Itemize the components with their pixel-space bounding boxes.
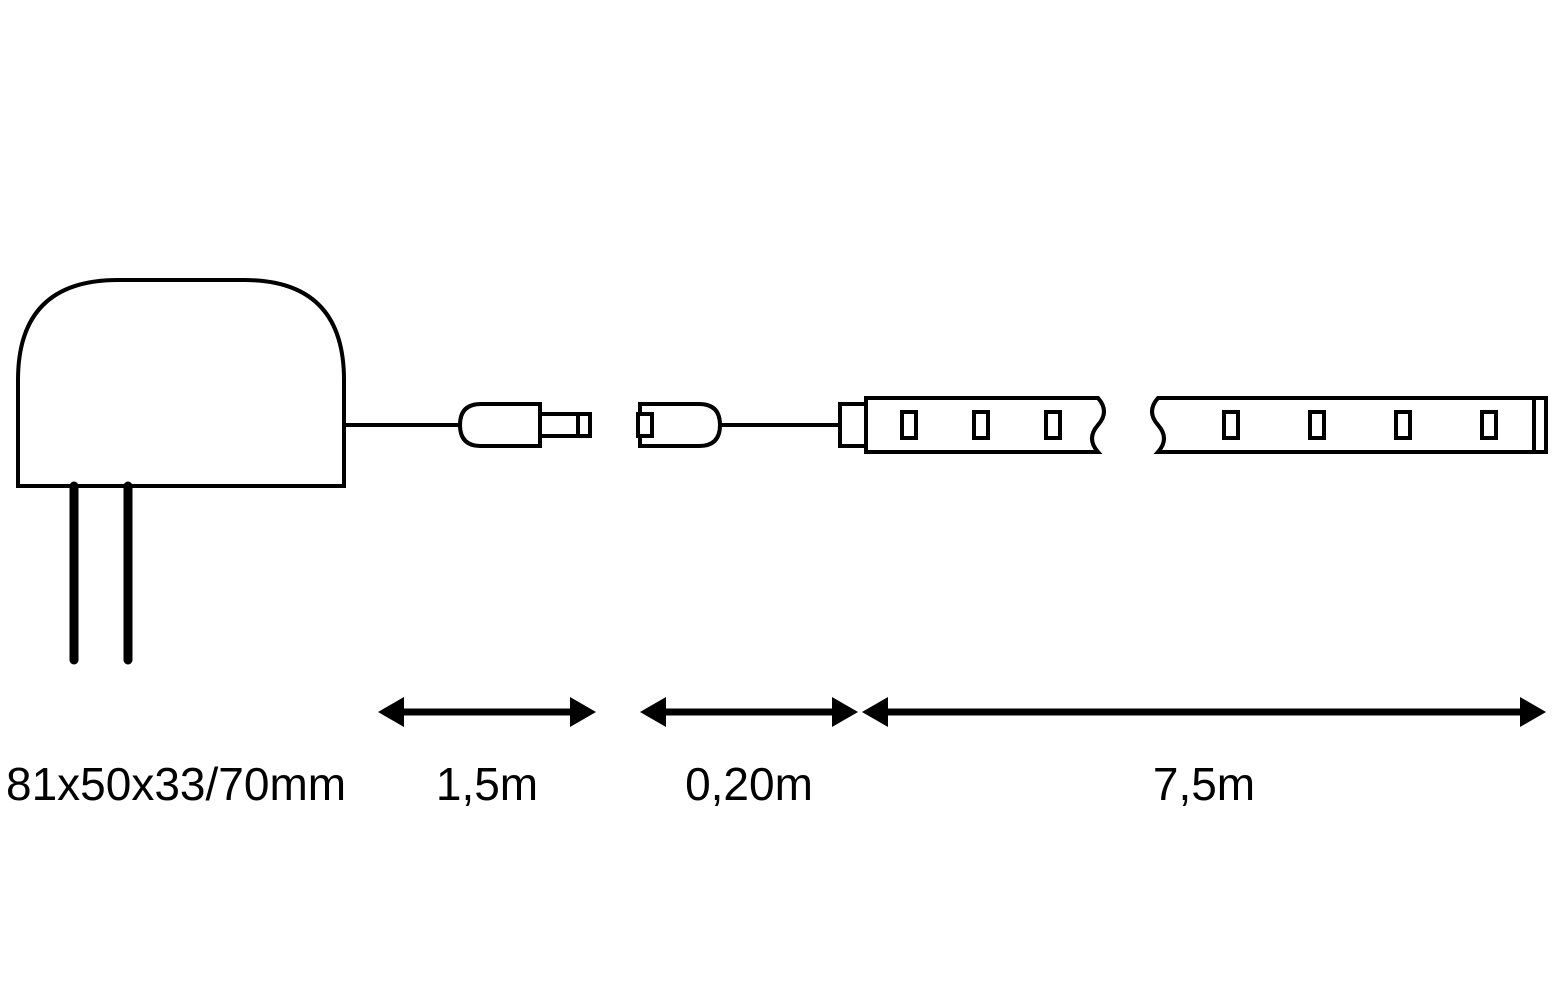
strip1-connector — [840, 404, 866, 446]
arrow-strip-head-right — [1520, 697, 1546, 727]
plug-male-tip — [540, 414, 590, 436]
arrow-cable-head-left — [378, 697, 404, 727]
arrow-cable-head-right — [570, 697, 596, 727]
arrow-strip-head-left — [862, 697, 888, 727]
label-adapter-dims: 81x50x33/70mm — [6, 758, 346, 810]
led-strip-2 — [1152, 398, 1546, 452]
label-connector-len: 0,20m — [685, 758, 813, 810]
arrow-connector-head-right — [832, 697, 858, 727]
plug-male-body — [460, 404, 540, 446]
plug-female-socket — [638, 414, 652, 436]
arrow-connector-head-left — [640, 697, 666, 727]
label-strip-len: 7,5m — [1153, 758, 1255, 810]
power-adapter-body — [18, 280, 344, 486]
label-cable-len: 1,5m — [436, 758, 538, 810]
